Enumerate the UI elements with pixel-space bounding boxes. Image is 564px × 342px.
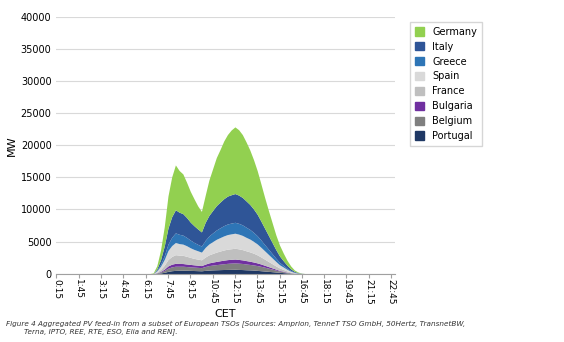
Legend: Germany, Italy, Greece, Spain, France, Bulgaria, Belgium, Portugal: Germany, Italy, Greece, Spain, France, B… bbox=[410, 22, 482, 146]
Text: Figure 4 Aggregated PV feed-in from a subset of European TSOs [Sources: Amprion,: Figure 4 Aggregated PV feed-in from a su… bbox=[6, 320, 465, 335]
X-axis label: CET: CET bbox=[215, 309, 236, 319]
Y-axis label: MW: MW bbox=[7, 135, 16, 156]
